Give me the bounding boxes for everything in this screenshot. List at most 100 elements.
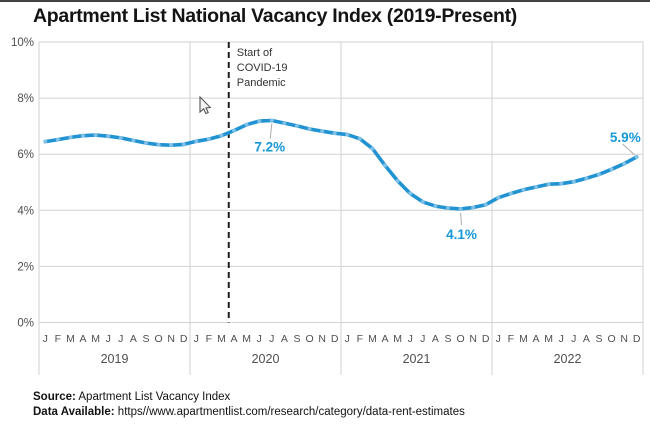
- month-label: J: [257, 333, 262, 345]
- data-point: [320, 129, 325, 134]
- month-label: M: [544, 333, 553, 345]
- footer-source-label: Source:: [33, 391, 76, 403]
- month-label: M: [393, 333, 402, 345]
- data-point: [131, 138, 136, 143]
- covid-annotation-text: Start of: [237, 47, 273, 59]
- month-label: F: [206, 333, 212, 345]
- month-label: J: [420, 333, 425, 345]
- month-label: S: [595, 333, 602, 345]
- footer-data-line: Data Available: https//www.apartmentlist…: [33, 405, 465, 420]
- data-point: [609, 167, 614, 172]
- data-point: [571, 179, 576, 184]
- month-label: J: [559, 333, 564, 345]
- footer-source-value: Apartment List Vacancy Index: [75, 391, 231, 403]
- data-point: [445, 206, 450, 211]
- data-point: [622, 161, 627, 166]
- callout-connector: [622, 143, 636, 156]
- data-point: [584, 176, 589, 181]
- month-label: A: [432, 333, 439, 345]
- year-label: 2022: [554, 352, 582, 366]
- data-label: 5.9%: [610, 130, 641, 145]
- data-point: [294, 123, 299, 128]
- data-point: [395, 178, 400, 183]
- month-label: N: [469, 333, 477, 345]
- data-point: [408, 191, 413, 196]
- data-label: 7.2%: [254, 140, 285, 155]
- data-point: [420, 199, 425, 204]
- data-point: [181, 142, 186, 147]
- month-label: J: [571, 333, 576, 345]
- month-label: F: [508, 333, 514, 345]
- month-label: M: [242, 333, 251, 345]
- month-label: M: [91, 333, 100, 345]
- data-point: [370, 146, 375, 151]
- month-label: J: [194, 333, 199, 345]
- footer-data-url: https//www.apartmentlist.com/research/ca…: [114, 406, 465, 418]
- month-label: O: [305, 333, 313, 345]
- data-point: [483, 202, 488, 207]
- data-point: [345, 132, 350, 137]
- data-point: [383, 163, 388, 168]
- data-point: [106, 134, 111, 139]
- month-label: D: [331, 333, 339, 345]
- month-label: O: [607, 333, 615, 345]
- month-label: S: [142, 333, 149, 345]
- data-point: [143, 140, 148, 145]
- data-point: [232, 128, 237, 133]
- y-tick-label: 2%: [17, 261, 34, 273]
- data-point: [546, 182, 551, 187]
- year-label: 2021: [403, 352, 431, 366]
- data-label: 4.1%: [446, 227, 477, 242]
- month-label: M: [368, 333, 377, 345]
- month-label: M: [217, 333, 226, 345]
- month-label: D: [633, 333, 641, 345]
- window-top-edge: [0, 0, 650, 2]
- month-label: F: [357, 333, 363, 345]
- month-label: J: [496, 333, 501, 345]
- data-point: [458, 206, 463, 211]
- month-label: F: [55, 333, 61, 345]
- month-label: N: [318, 333, 326, 345]
- month-label: N: [167, 333, 175, 345]
- chart-footer: Source: Apartment List Vacancy Index Dat…: [33, 390, 465, 420]
- year-label: 2020: [252, 352, 280, 366]
- data-point: [282, 121, 287, 126]
- month-label: J: [408, 333, 413, 345]
- data-point: [433, 204, 438, 209]
- year-label: 2019: [101, 352, 129, 366]
- month-label: A: [231, 333, 238, 345]
- data-point: [496, 195, 501, 200]
- month-label: M: [519, 333, 528, 345]
- data-point: [244, 122, 249, 127]
- data-point: [257, 119, 262, 124]
- covid-annotation-text: Pandemic: [237, 77, 286, 89]
- data-point: [156, 142, 161, 147]
- data-point: [194, 139, 199, 144]
- data-point: [596, 172, 601, 177]
- data-point: [169, 143, 174, 148]
- data-point: [307, 126, 312, 131]
- covid-annotation-text: COVID-19: [237, 62, 288, 74]
- data-point: [508, 191, 513, 196]
- data-point: [55, 137, 60, 142]
- month-label: J: [43, 333, 48, 345]
- month-label: S: [293, 333, 300, 345]
- footer-data-label: Data Available:: [33, 406, 115, 418]
- month-label: A: [80, 333, 87, 345]
- data-point: [269, 118, 274, 123]
- data-point: [634, 155, 639, 160]
- y-tick-label: 10%: [11, 37, 34, 49]
- month-label: N: [620, 333, 628, 345]
- month-label: O: [456, 333, 464, 345]
- month-label: D: [180, 333, 188, 345]
- month-label: A: [533, 333, 540, 345]
- data-point: [534, 185, 539, 190]
- data-point: [471, 205, 476, 210]
- data-point: [206, 137, 211, 142]
- y-tick-label: 0%: [17, 318, 34, 330]
- callout-connector: [460, 212, 463, 225]
- month-label: O: [154, 333, 162, 345]
- mouse-cursor-icon: [199, 95, 212, 115]
